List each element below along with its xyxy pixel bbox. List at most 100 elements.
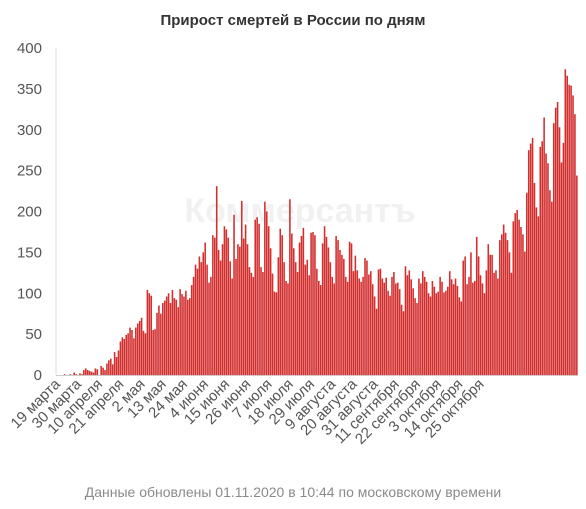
bar: [292, 248, 295, 375]
bar: [181, 294, 183, 375]
bar: [348, 241, 351, 375]
bar: [162, 303, 164, 375]
bar: [545, 153, 547, 375]
chart-title: Прирост смертей в России по дням: [160, 12, 426, 29]
bar: [526, 192, 528, 375]
bar: [125, 334, 127, 375]
bar: [179, 289, 181, 375]
bar: [256, 217, 258, 375]
bar: [531, 137, 534, 375]
bar: [427, 293, 430, 375]
bar: [368, 274, 370, 375]
bar: [497, 278, 499, 375]
bar: [423, 276, 426, 375]
bar: [289, 199, 291, 375]
bar: [148, 293, 151, 375]
bar: [73, 372, 75, 375]
bar: [133, 338, 135, 375]
bar: [375, 308, 378, 375]
bar: [412, 288, 414, 375]
bar: [346, 281, 349, 375]
bar: [373, 296, 376, 375]
bar: [450, 279, 453, 375]
bar: [460, 301, 463, 375]
bar: [113, 352, 116, 375]
bar: [472, 282, 474, 375]
bar: [273, 291, 276, 375]
bar: [341, 254, 343, 375]
bar: [354, 255, 357, 375]
bar: [167, 293, 170, 375]
y-tick-label: 150: [17, 244, 42, 261]
bar: [408, 270, 411, 375]
bar: [477, 256, 480, 375]
bar: [556, 101, 559, 375]
bar: [337, 240, 339, 375]
bar: [239, 246, 241, 375]
bar: [69, 374, 72, 375]
bar: [391, 276, 393, 375]
bar: [254, 219, 257, 375]
bar: [173, 298, 176, 375]
bar: [227, 237, 230, 375]
bar: [233, 214, 235, 375]
bar: [302, 227, 305, 375]
bar: [433, 286, 436, 375]
bar: [231, 278, 233, 375]
bar: [554, 107, 557, 376]
bar: [106, 363, 108, 375]
bar: [129, 327, 131, 375]
bar: [552, 123, 555, 376]
bar: [493, 272, 495, 375]
bar: [214, 237, 216, 375]
bar: [377, 269, 380, 375]
bar: [439, 276, 441, 375]
bar: [441, 281, 443, 375]
bar: [420, 283, 422, 375]
bar: [506, 240, 509, 375]
bar: [366, 260, 368, 375]
bar: [84, 368, 87, 375]
bar: [242, 238, 245, 375]
bar: [150, 295, 153, 375]
bar: [215, 186, 218, 375]
bar: [576, 175, 578, 375]
bar: [466, 284, 468, 375]
y-tick-label: 50: [25, 326, 42, 343]
bar: [271, 273, 274, 375]
bar: [574, 114, 576, 375]
bar: [235, 258, 237, 375]
bar: [92, 372, 95, 375]
bar: [296, 272, 299, 375]
bar: [514, 213, 517, 375]
bar: [138, 321, 141, 375]
y-tick-label: 350: [17, 81, 42, 98]
bar: [360, 281, 362, 375]
bar: [177, 307, 179, 375]
bar: [416, 303, 418, 375]
bar: [285, 280, 287, 375]
bar: [495, 270, 497, 375]
bar: [344, 276, 347, 375]
bar: [425, 281, 428, 375]
bar: [352, 271, 355, 375]
bar: [300, 236, 303, 375]
bar: [481, 283, 484, 375]
bar: [356, 270, 359, 375]
y-tick-label: 0: [34, 367, 42, 384]
bar: [316, 268, 318, 375]
bar: [398, 289, 401, 375]
bars: [63, 69, 578, 376]
bar: [208, 282, 210, 375]
bar: [331, 276, 334, 375]
bar: [560, 162, 563, 375]
bar: [422, 271, 424, 375]
bar: [154, 329, 156, 375]
bar: [327, 247, 330, 375]
bar: [543, 117, 545, 376]
bar: [381, 278, 384, 375]
bar: [527, 150, 530, 375]
bar: [248, 267, 251, 375]
bar: [119, 341, 122, 375]
bar: [81, 374, 83, 375]
